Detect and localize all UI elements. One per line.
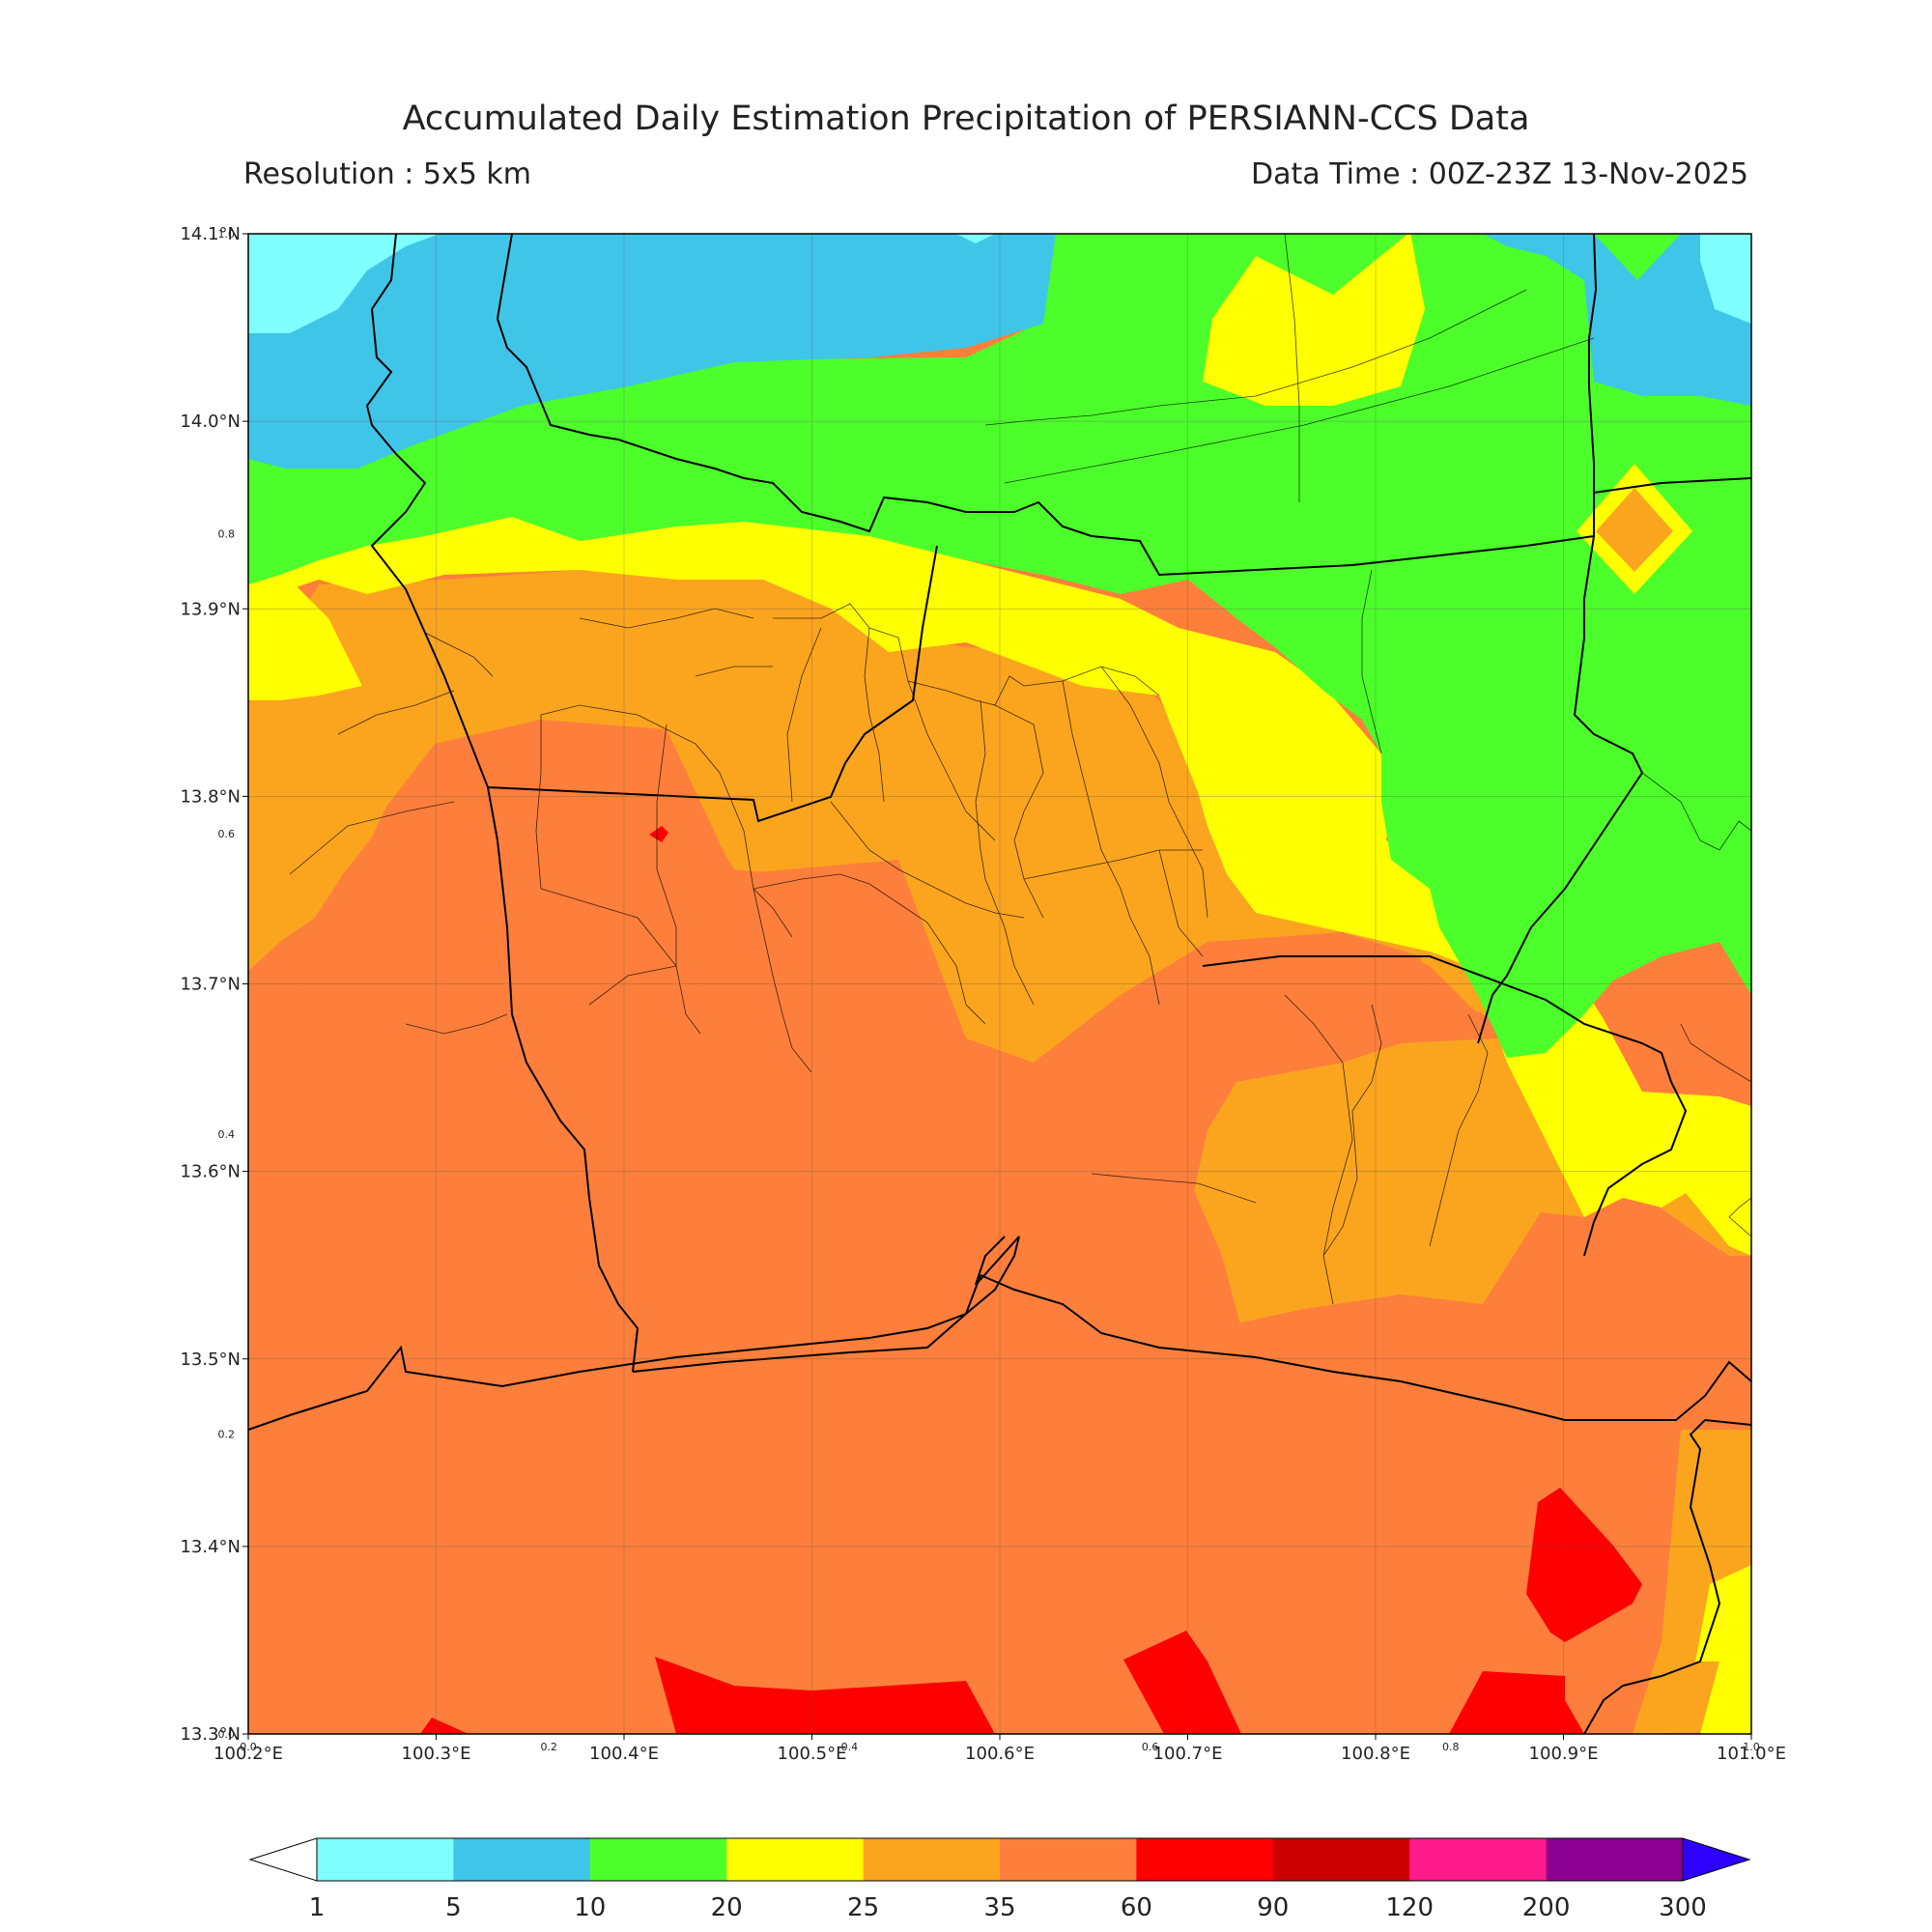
x-minor-label: 1.0 xyxy=(1743,1741,1760,1753)
colorbar-label: 10 xyxy=(574,1893,606,1922)
zone-60-90-south-east xyxy=(1449,1671,1584,1734)
y-tick-label: 13.5°N xyxy=(180,1350,241,1370)
y-axis: 13.3°N 13.4°N 13.5°N 13.6°N 13.7°N 13.8°N 13.9… xyxy=(180,224,248,1745)
zone-60-90-south-mid xyxy=(1123,1631,1241,1734)
colorbar-segment xyxy=(863,1838,1001,1881)
y-tick-label: 13.8°N xyxy=(180,786,241,807)
x-tick-label: 100.2°E xyxy=(213,1744,283,1764)
x-tick-label: 100.5°E xyxy=(778,1744,847,1764)
x-tick-label: 100.6°E xyxy=(965,1744,1035,1764)
colorbar-label: 90 xyxy=(1257,1893,1289,1922)
zone-60-90-south xyxy=(655,1657,995,1734)
colorbar-segment xyxy=(317,1838,454,1881)
colorbar-segment xyxy=(1136,1838,1274,1881)
y-minor-label: 1.0 xyxy=(218,228,236,241)
zone-20-25-west xyxy=(248,580,362,700)
colorbar-frame xyxy=(316,1837,1684,1882)
zone-1-5 xyxy=(248,234,440,333)
chart-title: Accumulated Daily Estimation Precipitati… xyxy=(402,99,1530,138)
y-minor-label: 0.8 xyxy=(218,528,236,541)
data-time-label: Data Time : 00Z-23Z 13-Nov-2025 xyxy=(1251,157,1748,191)
y-minor-label: 0.0 xyxy=(218,1728,236,1741)
colorbar-under-arrow xyxy=(248,1837,318,1882)
colorbar-label: 5 xyxy=(445,1893,462,1922)
zone-1-5-northeast xyxy=(1700,234,1751,324)
resolution-label: Resolution : 5x5 km xyxy=(243,157,531,191)
zone-20-25-north xyxy=(1203,234,1425,406)
precipitation-field xyxy=(248,234,1751,1734)
zone-60-90-southwest xyxy=(420,1718,469,1734)
zone-25-35 xyxy=(248,570,1751,1734)
x-minor-labels: 0.0 0.2 0.4 0.6 0.8 1.0 xyxy=(240,1741,1760,1753)
zone-20-25-southeast xyxy=(1671,1565,1751,1734)
colorbar-label: 1 xyxy=(309,1893,326,1922)
y-minor-label: 0.6 xyxy=(218,828,236,840)
colorbar-segment xyxy=(726,1838,865,1881)
y-tick-label: 14.0°N xyxy=(180,412,241,432)
y-minor-label: 0.4 xyxy=(218,1128,236,1141)
x-minor-label: 0.8 xyxy=(1442,1741,1460,1753)
colorbar-label: 120 xyxy=(1385,1893,1434,1922)
x-minor-label: 0.2 xyxy=(540,1741,557,1753)
colorbar-segment xyxy=(1272,1838,1410,1881)
district-boundaries xyxy=(289,234,1751,1305)
y-tick-label: 13.3°N xyxy=(180,1724,241,1745)
y-tick-label: 13.7°N xyxy=(180,975,241,995)
colorbar-segment xyxy=(1409,1838,1548,1881)
colorbar-label: 200 xyxy=(1522,1893,1571,1922)
x-tick-label: 101.0°E xyxy=(1717,1744,1786,1764)
y-tick-label: 14.1°N xyxy=(180,224,241,244)
zone-10-20-ne xyxy=(1594,234,1681,280)
grid-lines xyxy=(248,234,1751,1734)
y-tick-label: 13.4°N xyxy=(180,1537,241,1557)
colorbar-label: 25 xyxy=(847,1893,879,1922)
x-tick-label: 100.9°E xyxy=(1529,1744,1599,1764)
colorbar-label: 300 xyxy=(1659,1893,1707,1922)
y-tick-label: 13.9°N xyxy=(180,599,241,619)
x-tick-label: 100.7°E xyxy=(1153,1744,1223,1764)
zone-25-35-diamond xyxy=(1596,488,1673,572)
colorbar-over-arrow xyxy=(1682,1837,1751,1882)
y-tick-label: 13.6°N xyxy=(180,1162,241,1182)
colorbar-segment xyxy=(589,1838,727,1881)
colorbar-label: 20 xyxy=(711,1893,743,1922)
x-minor-label: 0.4 xyxy=(841,1741,859,1753)
x-minor-label: 0.6 xyxy=(1142,1741,1159,1753)
x-axis: 100.2°E 100.3°E 100.4°E 100.5°E 100.6°E 100.7… xyxy=(213,1734,1786,1764)
colorbar-segment xyxy=(453,1838,591,1881)
zone-60-90-southeast xyxy=(1526,1488,1642,1642)
x-tick-label: 100.3°E xyxy=(402,1744,471,1764)
province-boundaries xyxy=(248,234,1751,1734)
colorbar-segment xyxy=(1546,1838,1684,1881)
zone-60-90-dot xyxy=(649,826,668,842)
colorbar: 1 5 10 20 25 35 60 90 120 200 300 xyxy=(248,1837,1751,1922)
zone-35-60-core xyxy=(248,720,1430,1348)
zone-5-10-northeast xyxy=(1483,234,1751,406)
x-tick-label: 100.4°E xyxy=(589,1744,659,1764)
x-minor-label: 0.0 xyxy=(240,1741,257,1753)
colorbar-label: 35 xyxy=(983,1893,1015,1922)
zone-5-10 xyxy=(248,234,1056,469)
colorbar-segment xyxy=(1000,1838,1137,1881)
zone-10-20 xyxy=(248,234,1751,1058)
x-tick-label: 100.8°E xyxy=(1341,1744,1410,1764)
colorbar-label: 60 xyxy=(1121,1893,1152,1922)
y-minor-labels: 0.0 0.2 0.4 0.6 0.8 1.0 xyxy=(218,228,236,1741)
zone-1-5-north xyxy=(956,234,995,243)
y-minor-label: 0.2 xyxy=(218,1428,236,1440)
